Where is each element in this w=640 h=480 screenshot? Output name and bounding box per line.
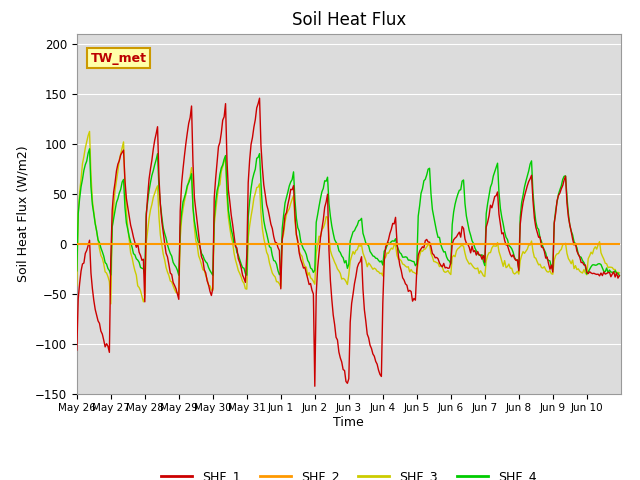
Text: TW_met: TW_met	[90, 51, 147, 65]
Title: Soil Heat Flux: Soil Heat Flux	[292, 11, 406, 29]
X-axis label: Time: Time	[333, 416, 364, 429]
Y-axis label: Soil Heat Flux (W/m2): Soil Heat Flux (W/m2)	[17, 145, 29, 282]
Legend: SHF_1, SHF_2, SHF_3, SHF_4: SHF_1, SHF_2, SHF_3, SHF_4	[156, 465, 541, 480]
